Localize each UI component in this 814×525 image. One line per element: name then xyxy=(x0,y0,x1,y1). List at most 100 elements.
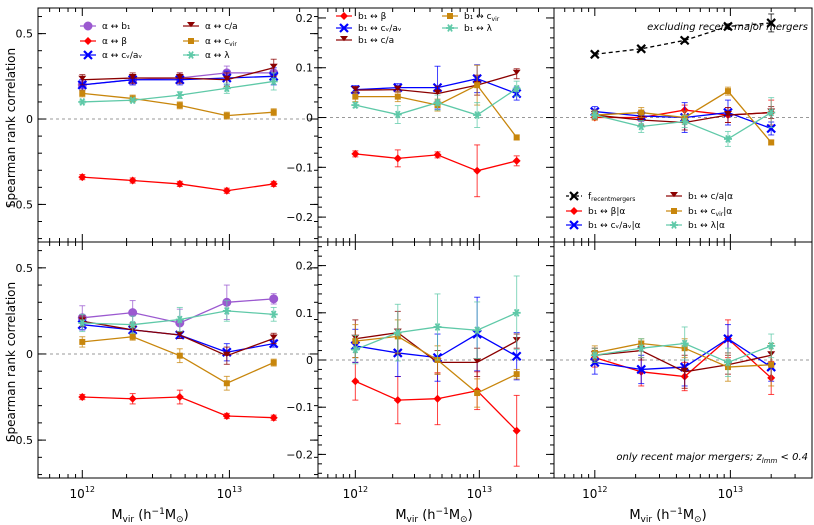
data-point xyxy=(768,139,775,146)
data-point xyxy=(723,111,732,117)
legend-item-b1_ca_a: b₁ ↔ c/a|α xyxy=(666,192,733,202)
series-b1_lambda xyxy=(351,80,521,128)
legend-marker xyxy=(569,191,579,201)
panel-bottom-middle: 1012 1013 −0.2 −0.1 0 0.1 0.2 xyxy=(286,241,555,501)
panel-frame xyxy=(37,7,319,243)
y-tick-label: 0 xyxy=(26,113,33,126)
data-point xyxy=(78,319,87,327)
panel-top-left: −0.5 0 0.5 α ↔ b₁ α ↔ β α ↔ cᵥ/aᵥ α ↔ c/a α ↔ c… xyxy=(6,7,319,243)
legend-marker xyxy=(187,22,195,28)
legend-label: b₁ ↔ β|α xyxy=(588,207,625,217)
data-point xyxy=(473,326,482,335)
data-point xyxy=(636,44,647,54)
series-b1_beta xyxy=(351,361,521,467)
series-b1_cvir xyxy=(352,64,520,141)
data-point xyxy=(723,21,733,32)
series-b1_cvir xyxy=(352,319,520,408)
data-point xyxy=(129,333,136,340)
legend-label: b₁ ↔ cvir xyxy=(464,12,500,23)
data-point xyxy=(128,176,137,185)
data-point xyxy=(512,84,521,93)
series-alpha_beta xyxy=(78,173,278,195)
data-point xyxy=(590,351,599,360)
data-point xyxy=(512,156,521,165)
x-tick-label: 1013 xyxy=(718,485,743,501)
legend-item-alpha_cv: α ↔ cᵥ/aᵥ xyxy=(80,50,142,61)
data-point xyxy=(474,390,481,397)
data-point xyxy=(433,323,442,331)
series-alpha_ca xyxy=(78,58,278,88)
legend-item-b1_cv_a: b₁ ↔ cᵥ/aᵥ|α xyxy=(566,220,641,231)
data-point xyxy=(175,393,184,402)
legend-label: α ↔ β xyxy=(102,37,127,47)
y-tick-label: −0.5 xyxy=(6,198,33,211)
data-point xyxy=(269,334,278,340)
data-point xyxy=(767,341,776,350)
data-point xyxy=(175,331,184,337)
x-tick-label: 1013 xyxy=(217,485,242,501)
data-point xyxy=(223,380,230,387)
data-point xyxy=(473,166,482,175)
data-point xyxy=(269,77,278,86)
x-tick-label: 1012 xyxy=(582,485,607,501)
series-b1_lambda_a xyxy=(590,97,776,147)
data-point xyxy=(222,411,231,420)
data-point xyxy=(393,110,402,119)
data-point xyxy=(269,63,278,69)
legend-marker xyxy=(570,207,578,215)
series-b1_cvir_a xyxy=(591,86,775,146)
y-axis-label-bottom: Spearman rank correlation xyxy=(4,282,18,442)
legend-item-b1_lambda: b₁ ↔ λ xyxy=(442,24,493,34)
legend-marker xyxy=(447,13,453,19)
legend-label: b₁ ↔ c/a|α xyxy=(688,192,733,202)
data-point xyxy=(680,339,689,348)
y-tick-label: 0 xyxy=(26,348,33,361)
legend-marker xyxy=(83,21,93,31)
legend-item-b1_cvir: b₁ ↔ cvir xyxy=(442,12,500,23)
data-point xyxy=(768,361,775,368)
data-point xyxy=(222,186,231,195)
plot-layer: −0.5 0 0.5 α ↔ b₁ α ↔ β α ↔ cᵥ/aᵥ α ↔ c/a α ↔ c… xyxy=(6,7,813,501)
data-point xyxy=(590,111,599,119)
data-point xyxy=(393,396,402,405)
y-tick-label: −0.5 xyxy=(6,434,33,447)
data-point xyxy=(176,352,183,359)
legend-item-b1_ca: b₁ ↔ c/a xyxy=(336,36,394,46)
data-point xyxy=(433,150,442,159)
legend-marker xyxy=(187,51,195,59)
y-tick-label: 0.5 xyxy=(16,28,34,41)
legend: frecentmergers b₁ ↔ β|α b₁ ↔ cᵥ/aᵥ|α b₁ ↔ c… xyxy=(566,191,733,231)
y-tick-label: −0.2 xyxy=(286,448,313,461)
data-point xyxy=(473,358,482,364)
data-point xyxy=(512,308,521,317)
data-point xyxy=(78,75,87,81)
data-point xyxy=(128,320,137,329)
y-tick-label: 0 xyxy=(306,354,313,367)
data-point xyxy=(176,102,183,109)
panel-frame xyxy=(317,7,555,243)
data-point xyxy=(269,413,278,422)
data-point xyxy=(767,108,776,117)
data-point xyxy=(270,109,277,116)
legend-marker xyxy=(671,208,677,214)
legend-marker xyxy=(340,36,348,42)
data-point xyxy=(128,308,138,318)
data-point xyxy=(679,35,690,46)
x-tick-label: 1013 xyxy=(467,485,492,501)
series-alpha_cvir xyxy=(79,332,277,391)
data-point xyxy=(128,96,137,105)
data-point xyxy=(269,294,279,304)
legend-marker xyxy=(670,192,678,198)
x-axis-label-middle: Mvir (h−1M⊙) xyxy=(395,507,472,525)
data-point xyxy=(351,377,360,386)
legend-label: frecentmergers xyxy=(588,192,635,203)
legend-label: α ↔ λ xyxy=(205,51,230,61)
legend-marker xyxy=(446,24,454,32)
legend: α ↔ b₁ α ↔ β α ↔ cᵥ/aᵥ α ↔ c/a α ↔ cvir α ↔ λ xyxy=(80,21,238,61)
y-tick-label: 0.1 xyxy=(296,62,314,75)
legend-item-b1_beta_a: b₁ ↔ β|α xyxy=(566,207,625,217)
legend-label: b₁ ↔ c/a xyxy=(358,36,394,46)
legend-marker xyxy=(339,23,349,33)
